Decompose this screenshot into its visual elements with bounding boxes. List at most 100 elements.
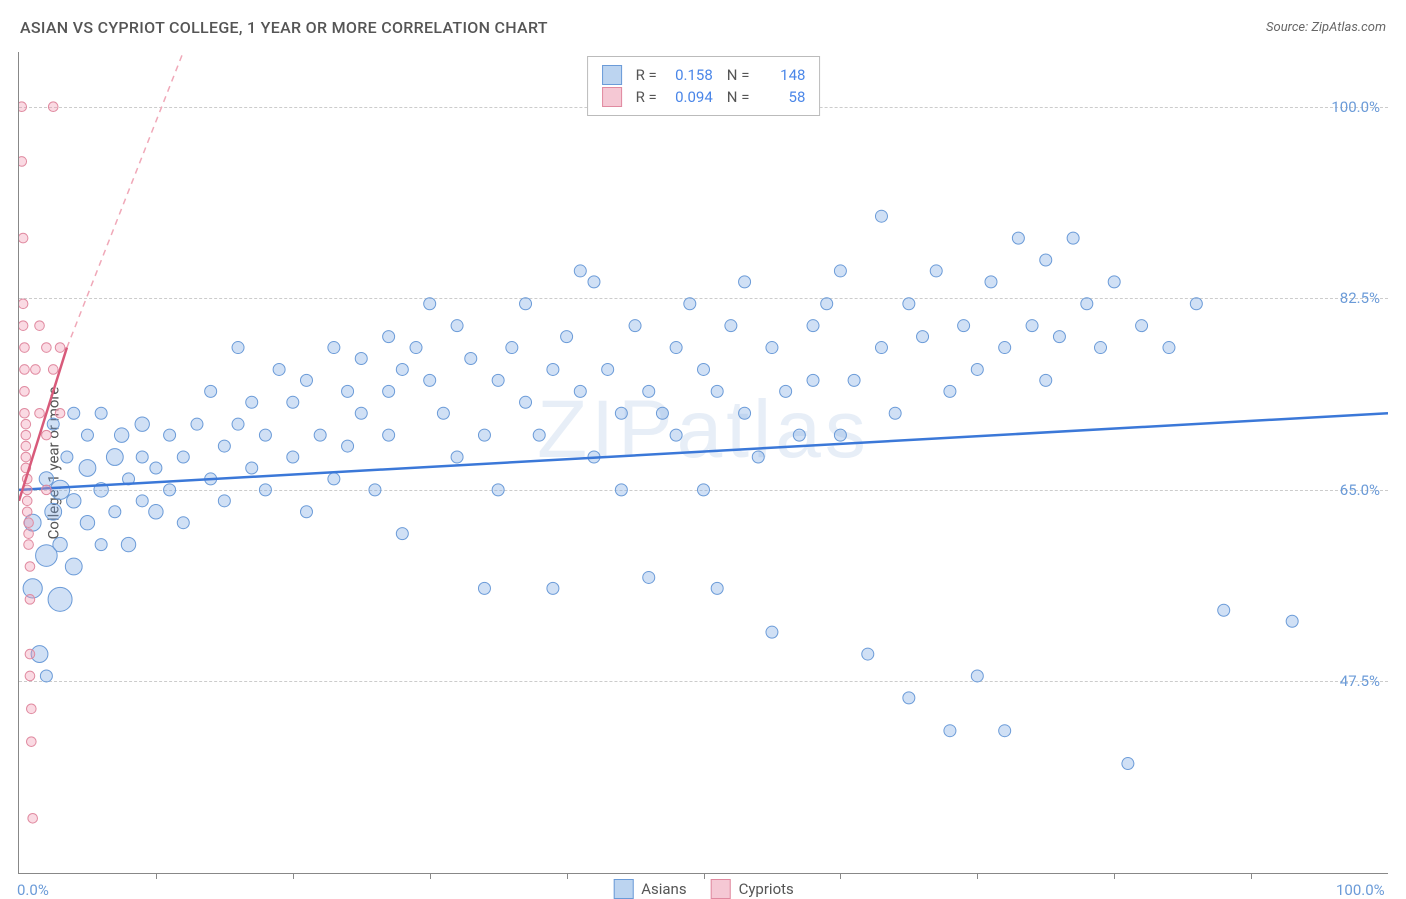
data-point [520,298,532,310]
data-point [80,516,94,530]
data-point [31,365,41,375]
legend-n-label: N = [727,66,750,84]
x-tick-mark [430,873,431,879]
x-tick-mark [977,873,978,879]
data-point [520,396,532,408]
data-point [95,407,107,419]
data-point [21,441,31,451]
data-point [1122,758,1134,770]
series-legend: AsiansCypriots [613,879,794,899]
source-prefix: Source: [1266,20,1311,35]
data-point [42,430,52,440]
data-point [903,692,915,704]
data-point [1012,232,1024,244]
plot-area: 47.5%65.0%82.5%100.0%0.0%100.0% [19,52,1388,873]
legend-n-label: N = [727,88,750,106]
data-point [342,440,354,452]
data-point [21,452,31,462]
chart-area: College, 1 year or more ZIPatlas 47.5%65… [18,52,1388,874]
data-point [1026,320,1038,332]
data-point [67,494,81,508]
data-point [42,485,52,495]
trend-line-extension [67,52,183,348]
data-point [396,528,408,540]
data-point [451,451,463,463]
data-point [834,429,846,441]
scatter-plot-svg [19,52,1388,873]
data-point [259,484,271,496]
data-point [19,299,28,309]
legend-series-label: Asians [641,880,686,898]
data-point [20,387,30,397]
data-point [547,582,559,594]
data-point [862,648,874,660]
x-tick-mark [1251,873,1252,879]
x-tick-label: 0.0% [17,881,49,899]
legend-swatch [613,879,633,899]
data-point [1136,320,1148,332]
data-point [19,102,27,112]
data-point [1095,342,1107,354]
data-point [1067,232,1079,244]
data-point [68,407,80,419]
data-point [711,582,723,594]
data-point [643,571,655,583]
data-point [930,265,942,277]
legend-r-value: 0.094 [665,88,713,106]
data-point [821,298,833,310]
data-point [698,363,710,375]
data-point [95,539,107,551]
data-point [205,385,217,397]
data-point [807,320,819,332]
data-point [24,540,34,550]
data-point [109,506,121,518]
x-tick-mark [293,873,294,879]
data-point [547,363,559,375]
data-point [670,342,682,354]
data-point [725,320,737,332]
data-point [424,374,436,386]
x-tick-mark [567,873,568,879]
data-point [121,537,135,551]
data-point [369,484,381,496]
data-point [342,385,354,397]
legend-n-value: 58 [757,88,805,106]
x-tick-mark [1114,873,1115,879]
data-point [752,451,764,463]
legend-swatch [602,87,622,107]
data-point [437,407,449,419]
data-point [177,451,189,463]
data-point [21,419,31,429]
data-point [135,417,149,431]
data-point [149,505,163,519]
data-point [40,670,52,682]
data-point [28,813,38,823]
data-point [273,363,285,375]
legend-r-label: R = [636,88,657,106]
data-point [25,649,35,659]
data-point [20,343,30,353]
data-point [191,418,203,430]
data-point [218,440,230,452]
data-point [561,331,573,343]
data-point [287,451,299,463]
data-point [903,298,915,310]
data-point [27,704,37,714]
data-point [698,484,710,496]
data-point [314,429,326,441]
data-point [39,472,53,486]
data-point [424,298,436,310]
data-point [1218,604,1230,616]
data-point [492,374,504,386]
data-point [971,670,983,682]
data-point [465,353,477,365]
data-point [944,725,956,737]
data-point [1286,615,1298,627]
data-point [875,210,887,222]
legend-swatch [711,879,731,899]
data-point [300,506,312,518]
data-point [328,473,340,485]
legend-series-item: Asians [613,879,686,899]
x-tick-mark [840,873,841,879]
chart-title: ASIAN VS CYPRIOT COLLEGE, 1 YEAR OR MORE… [20,18,548,37]
